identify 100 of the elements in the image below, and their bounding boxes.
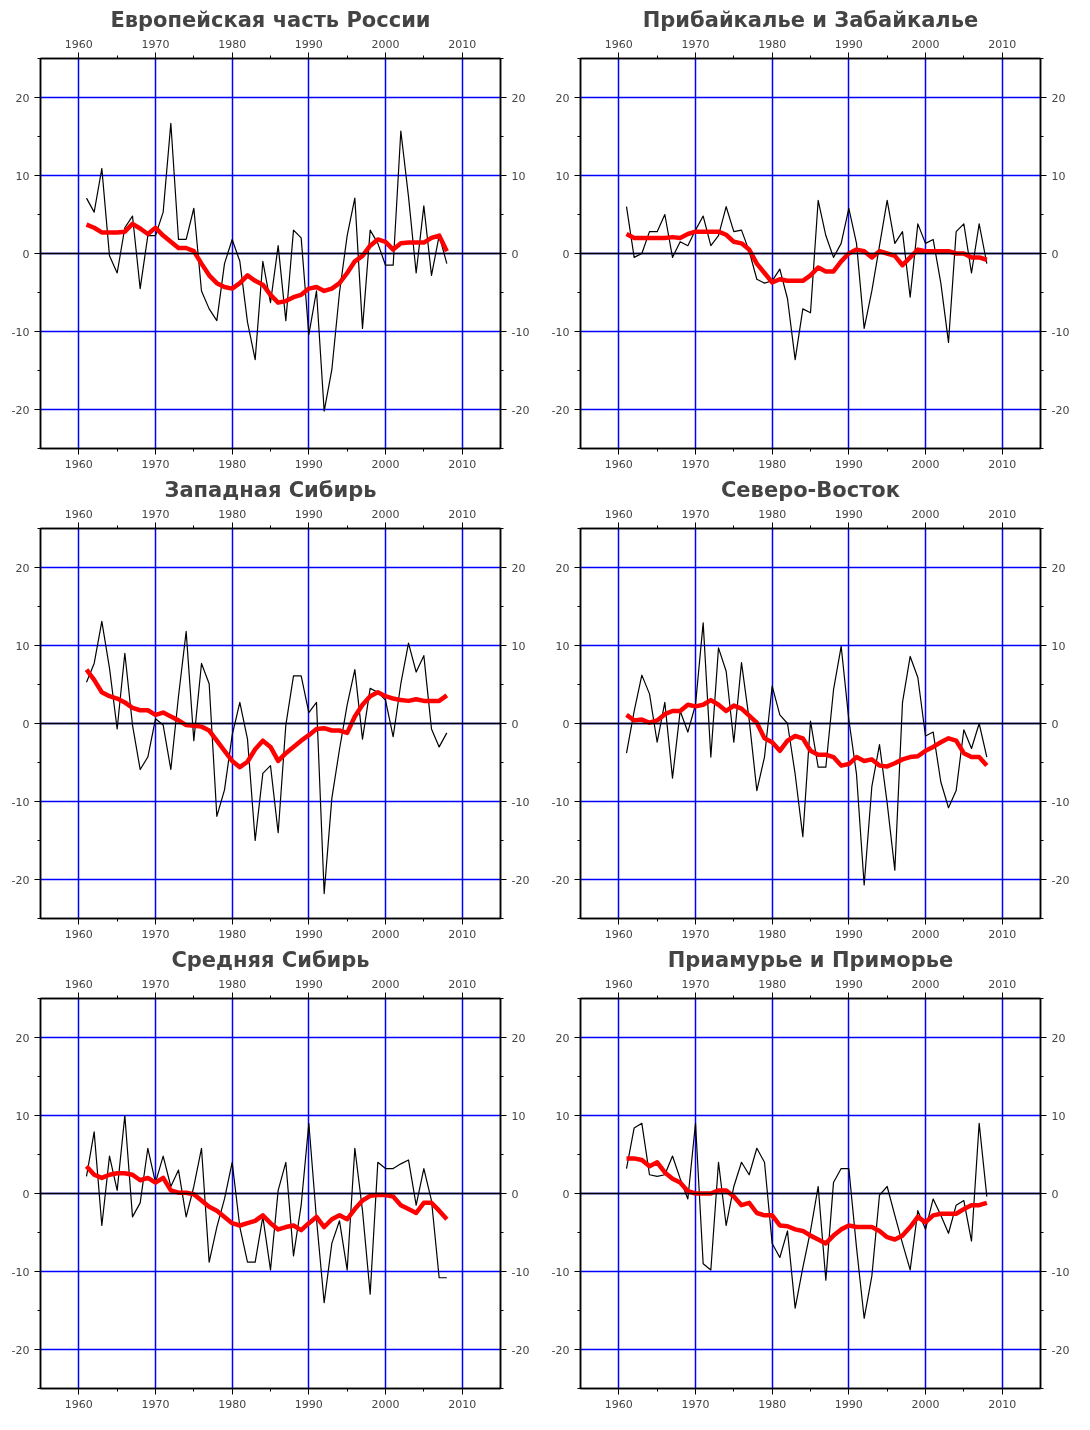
x-tick-label: 1990: [834, 507, 863, 521]
x-tick-label: 1990: [294, 507, 323, 521]
x-tick-label: 1980: [758, 37, 787, 51]
y2-tick-label: 10: [511, 1109, 526, 1123]
x-tick-label: 2010: [448, 507, 477, 521]
x2-tick-label: 1990: [834, 927, 863, 941]
y2-tick-label: -10: [511, 325, 530, 339]
y-tick-label: -20: [551, 873, 570, 887]
x-tick-label: 1970: [141, 977, 170, 991]
x-tick-label: 2000: [371, 977, 400, 991]
y-tick-label: -10: [11, 325, 30, 339]
x2-tick-label: 2010: [448, 927, 477, 941]
x-tick-label: 2000: [911, 507, 940, 521]
x-tick-label: 1960: [604, 37, 633, 51]
y2-tick-label: 10: [511, 639, 526, 653]
x2-tick-label: 2000: [911, 1397, 940, 1411]
x-tick-label: 2010: [448, 37, 477, 51]
y-tick-label: 0: [22, 717, 30, 731]
y-tick-label: -20: [551, 1343, 570, 1357]
y2-tick-label: 20: [511, 561, 526, 575]
x2-tick-label: 1960: [64, 1397, 93, 1411]
y2-tick-label: 20: [1051, 561, 1066, 575]
y-tick-label: 20: [15, 1031, 30, 1045]
y-tick-label: 0: [22, 247, 30, 261]
x2-tick-label: 1960: [64, 457, 93, 471]
x-tick-label: 1960: [64, 507, 93, 521]
x-tick-label: 1980: [218, 507, 247, 521]
x2-tick-label: 1980: [758, 1397, 787, 1411]
x2-tick-label: 1990: [834, 1397, 863, 1411]
y2-tick-label: -10: [1051, 795, 1070, 809]
y-tick-label: 10: [15, 1109, 30, 1123]
y-tick-label: 20: [555, 1031, 570, 1045]
x-tick-label: 1970: [141, 37, 170, 51]
x2-tick-label: 1970: [681, 927, 710, 941]
x-tick-label: 2000: [371, 507, 400, 521]
x2-tick-label: 2010: [448, 457, 477, 471]
x-tick-label: 2010: [988, 977, 1017, 991]
x2-tick-label: 1960: [604, 1397, 633, 1411]
x2-tick-label: 1960: [604, 927, 633, 941]
y-tick-label: 20: [15, 561, 30, 575]
x-tick-label: 1980: [218, 37, 247, 51]
x2-tick-label: 1980: [218, 927, 247, 941]
x-tick-label: 1960: [604, 977, 633, 991]
x2-tick-label: 1960: [604, 457, 633, 471]
x2-tick-label: 1970: [141, 1397, 170, 1411]
x-tick-label: 2000: [911, 977, 940, 991]
y-tick-label: 0: [562, 1187, 570, 1201]
x-tick-label: 1990: [294, 977, 323, 991]
y-tick-label: -10: [551, 325, 570, 339]
y-tick-label: 10: [555, 169, 570, 183]
x2-tick-label: 2000: [371, 1397, 400, 1411]
x-tick-label: 1990: [294, 37, 323, 51]
y2-tick-label: 0: [511, 1187, 519, 1201]
x-tick-label: 1960: [64, 37, 93, 51]
x2-tick-label: 2000: [371, 927, 400, 941]
y-tick-label: -20: [11, 873, 30, 887]
x-tick-label: 1960: [604, 507, 633, 521]
y-tick-label: -20: [551, 403, 570, 417]
x-tick-label: 1990: [834, 977, 863, 991]
y-tick-label: 20: [555, 91, 570, 105]
x2-tick-label: 1980: [758, 457, 787, 471]
y-tick-label: -10: [11, 1265, 30, 1279]
y-tick-label: 20: [15, 91, 30, 105]
y-tick-label: 20: [555, 561, 570, 575]
x-tick-label: 1970: [681, 507, 710, 521]
y-tick-label: 0: [562, 717, 570, 731]
x-tick-label: 2010: [988, 507, 1017, 521]
x2-tick-label: 2010: [988, 457, 1017, 471]
y2-tick-label: 0: [1051, 247, 1059, 261]
y2-tick-label: 20: [1051, 91, 1066, 105]
y2-tick-label: -20: [511, 1343, 530, 1357]
y2-tick-label: -20: [511, 873, 530, 887]
x-tick-label: 2000: [371, 37, 400, 51]
y-tick-label: -20: [11, 403, 30, 417]
x2-tick-label: 1970: [141, 927, 170, 941]
y2-tick-label: -10: [1051, 1265, 1070, 1279]
y2-tick-label: 0: [511, 247, 519, 261]
x2-tick-label: 1990: [294, 457, 323, 471]
y2-tick-label: 20: [511, 1031, 526, 1045]
x2-tick-label: 1990: [294, 1397, 323, 1411]
x2-tick-label: 2010: [988, 1397, 1017, 1411]
y2-tick-label: 10: [1051, 169, 1066, 183]
x2-tick-label: 2000: [911, 927, 940, 941]
x-tick-label: 1970: [141, 507, 170, 521]
y2-tick-label: 10: [1051, 1109, 1066, 1123]
x2-tick-label: 2010: [988, 927, 1017, 941]
y2-tick-label: 20: [511, 91, 526, 105]
y2-tick-label: -20: [511, 403, 530, 417]
chart-title: Северо-Восток: [720, 477, 901, 502]
y-tick-label: 10: [15, 169, 30, 183]
y2-tick-label: -10: [511, 1265, 530, 1279]
x-tick-label: 1990: [834, 37, 863, 51]
chart-title: Европейская часть России: [110, 7, 431, 32]
x2-tick-label: 1990: [834, 457, 863, 471]
y2-tick-label: 20: [1051, 1031, 1066, 1045]
x-tick-label: 2010: [988, 37, 1017, 51]
x2-tick-label: 2000: [371, 457, 400, 471]
y2-tick-label: -20: [1051, 1343, 1070, 1357]
y-tick-label: -10: [551, 795, 570, 809]
y-tick-label: -10: [551, 1265, 570, 1279]
